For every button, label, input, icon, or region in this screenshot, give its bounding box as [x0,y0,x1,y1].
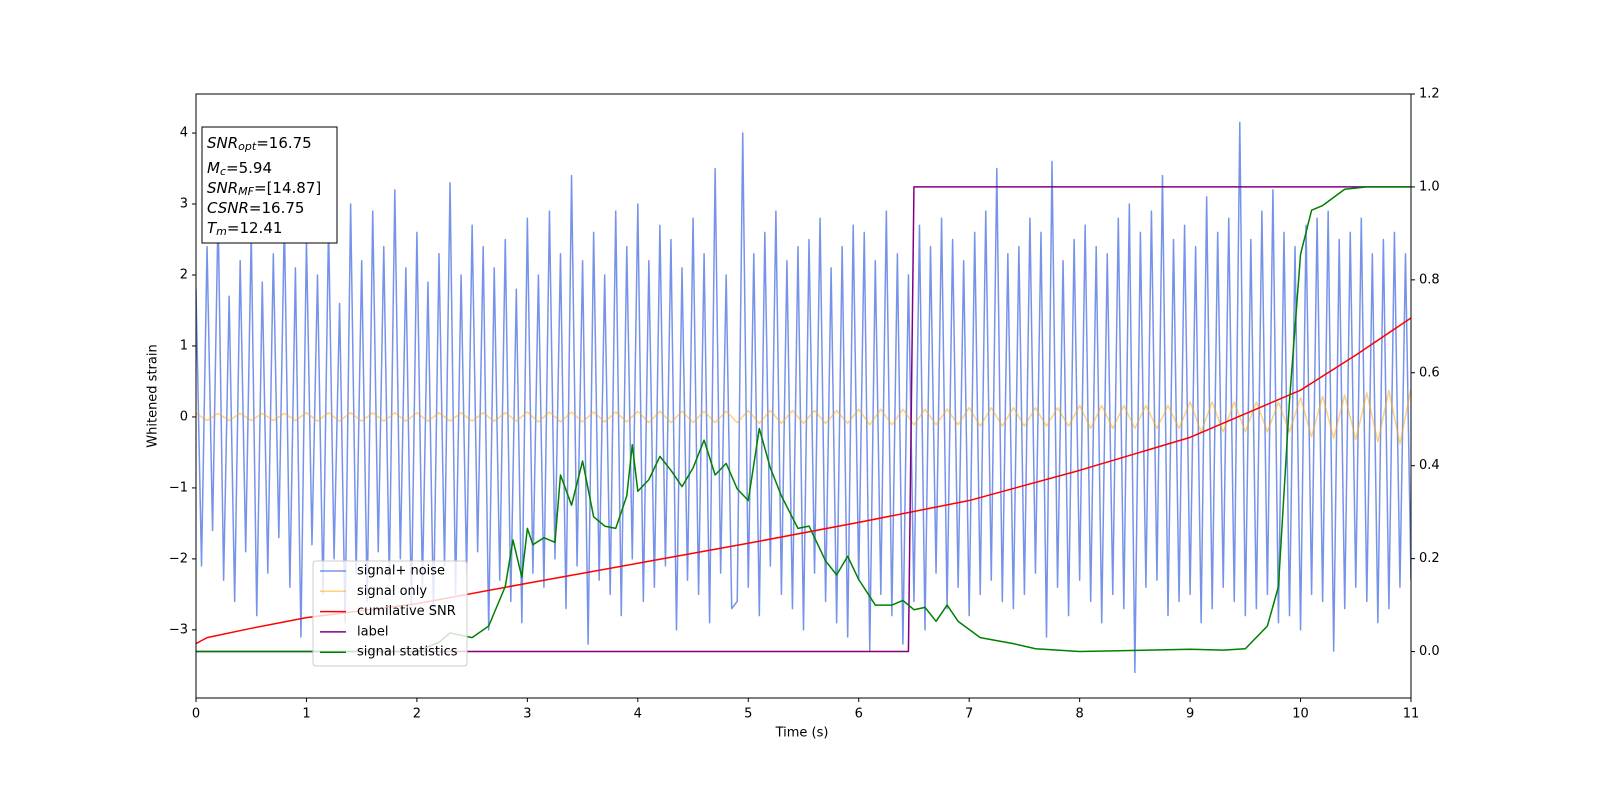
annotation-symbol: SNR [207,134,238,152]
annotation-value: =16.75 [256,134,312,152]
plot-area [196,121,1411,674]
y-tick-label: −2 [169,551,188,566]
x-tick-label: 7 [965,707,973,722]
annotation-symbol: CSNR [207,199,249,217]
y-tick-label: −3 [169,622,188,637]
annotation-subscript: m [216,225,227,238]
series-line [196,121,1411,674]
legend: signal+ noise signal only cumilative SNR la… [312,560,468,667]
x-tick-label: 9 [1186,707,1194,722]
annotation-symbol: SNR [207,179,238,197]
y2-tick-label: 0.6 [1419,365,1440,380]
y2-tick-label: 0.8 [1419,272,1440,287]
x-tick-label: 8 [1075,707,1083,722]
y2-tick-label: 1.2 [1419,87,1440,102]
annotation-box: SNRopt=16.75Mc=5.94SNRMF=[14.87]CSNR=16.… [201,126,338,244]
x-tick-label: 5 [744,707,752,722]
series-line [196,186,1411,653]
annotation-line: Mc=5.94 [207,159,272,179]
y2-tick-label: 0.4 [1419,458,1440,473]
x-tick-label: 3 [523,707,531,722]
x-tick-label: 6 [855,707,863,722]
annotation-frame [201,126,338,244]
annotation-symbol: T [207,219,218,237]
y-tick-label: 2 [180,267,188,282]
annotation-line: SNRMF=[14.87] [207,179,321,199]
y-axis-label: Whitened strain [146,344,161,447]
y2-tick-label: 0.2 [1419,551,1440,566]
y-tick-label: 1 [180,338,188,353]
legend-label: signal statistics [357,645,458,660]
series-line [196,388,1411,445]
annotation-symbol: M [207,159,220,177]
legend-frame [312,560,468,667]
annotation-value: =[14.87] [254,179,321,197]
x-tick-label: 0 [192,707,200,722]
axes-frame [195,93,1412,699]
y2-tick-label: 1.0 [1419,179,1440,194]
series-line [196,186,1411,653]
x-tick-label: 1 [302,707,310,722]
annotation-line: CSNR=16.75 [207,199,304,217]
y-tick-label: 0 [180,409,188,424]
y2-tick-label: 0.0 [1419,644,1440,659]
annotation-subscript: opt [238,140,257,153]
annotation-line: Tm=12.41 [207,219,282,239]
y-tick-label: 4 [180,126,188,141]
x-tick-label: 2 [413,707,421,722]
legend-label: cumilative SNR [357,604,456,619]
annotation-line: SNRopt=16.75 [207,134,312,154]
annotation-value: =5.94 [226,159,272,177]
x-axis-label: Time (s) [775,726,829,741]
legend-label: label [357,624,388,639]
x-tick-label: 4 [634,707,642,722]
annotation-subscript: c [220,165,226,178]
legend-label: signal only [357,584,427,599]
x-tick-label: 10 [1292,707,1309,722]
series-line [196,317,1411,645]
x-tick-label: 11 [1403,707,1420,722]
y-tick-label: 3 [180,197,188,212]
annotation-subscript: MF [238,185,254,198]
legend-label: signal+ noise [357,564,445,579]
annotation-value: =16.75 [249,199,305,217]
y-tick-label: −1 [169,480,188,495]
annotation-value: =12.41 [227,219,283,237]
